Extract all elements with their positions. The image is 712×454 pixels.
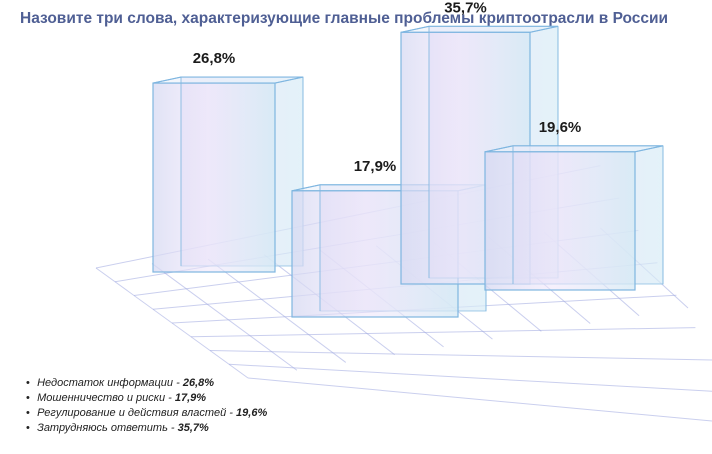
- grid-line: [209, 350, 712, 361]
- legend-item: • Затрудняюсь ответить - 35,7%: [26, 421, 267, 436]
- value-label: 17,9%: [354, 158, 397, 175]
- grid-line: [228, 363, 712, 392]
- bar-edge: [634, 145, 664, 153]
- legend-label: Недостаток информации -: [37, 377, 180, 389]
- bar-top-face: [484, 145, 664, 153]
- grid-line: [190, 327, 696, 338]
- bullet-icon: •: [26, 392, 30, 404]
- legend-label: Затрудняюсь ответить -: [37, 422, 175, 434]
- bar-edge: [291, 184, 321, 192]
- bar-edge: [274, 76, 304, 84]
- value-label: 35,7%: [444, 0, 487, 16]
- bar-edge: [529, 25, 559, 33]
- legend-item: • Регулирование и действия властей - 19,…: [26, 406, 267, 421]
- grid-line: [151, 263, 298, 371]
- bullet-icon: •: [26, 407, 30, 419]
- legend-item: • Недостаток информации - 26,8%: [26, 376, 267, 391]
- legend-label: Регулирование и действия властей -: [37, 407, 233, 419]
- legend-value: 26,8%: [182, 377, 215, 389]
- grid-line: [207, 258, 347, 363]
- bar-front-face: [484, 151, 636, 291]
- value-label: 19,6%: [539, 119, 582, 136]
- bullet-icon: •: [26, 422, 30, 434]
- value-labels: 26,8% 17,9% 35,7% 19,6%: [193, 0, 582, 175]
- legend-label: Мошенничество и риски -: [37, 392, 172, 404]
- bar-edge: [484, 145, 514, 153]
- legend-value: 35,7%: [177, 422, 209, 434]
- bars: [152, 25, 664, 318]
- bar-3: [484, 145, 664, 291]
- legend: • Недостаток информации - 26,8% • Мошенн…: [26, 376, 267, 436]
- bar-1: [152, 76, 304, 273]
- legend-value: 19,6%: [236, 407, 268, 419]
- bar-edge: [152, 76, 182, 84]
- grid-line: [95, 267, 249, 379]
- bar-front-face: [152, 82, 276, 273]
- grid-line: [247, 377, 712, 422]
- bullet-icon: •: [26, 377, 30, 389]
- bar-edge: [400, 25, 430, 33]
- legend-item: • Мошенничество и риски - 17,9%: [26, 391, 267, 406]
- chart-title: Назовите три слова, характеризующие глав…: [20, 10, 669, 27]
- value-label: 26,8%: [193, 50, 236, 67]
- legend-value: 17,9%: [174, 392, 207, 404]
